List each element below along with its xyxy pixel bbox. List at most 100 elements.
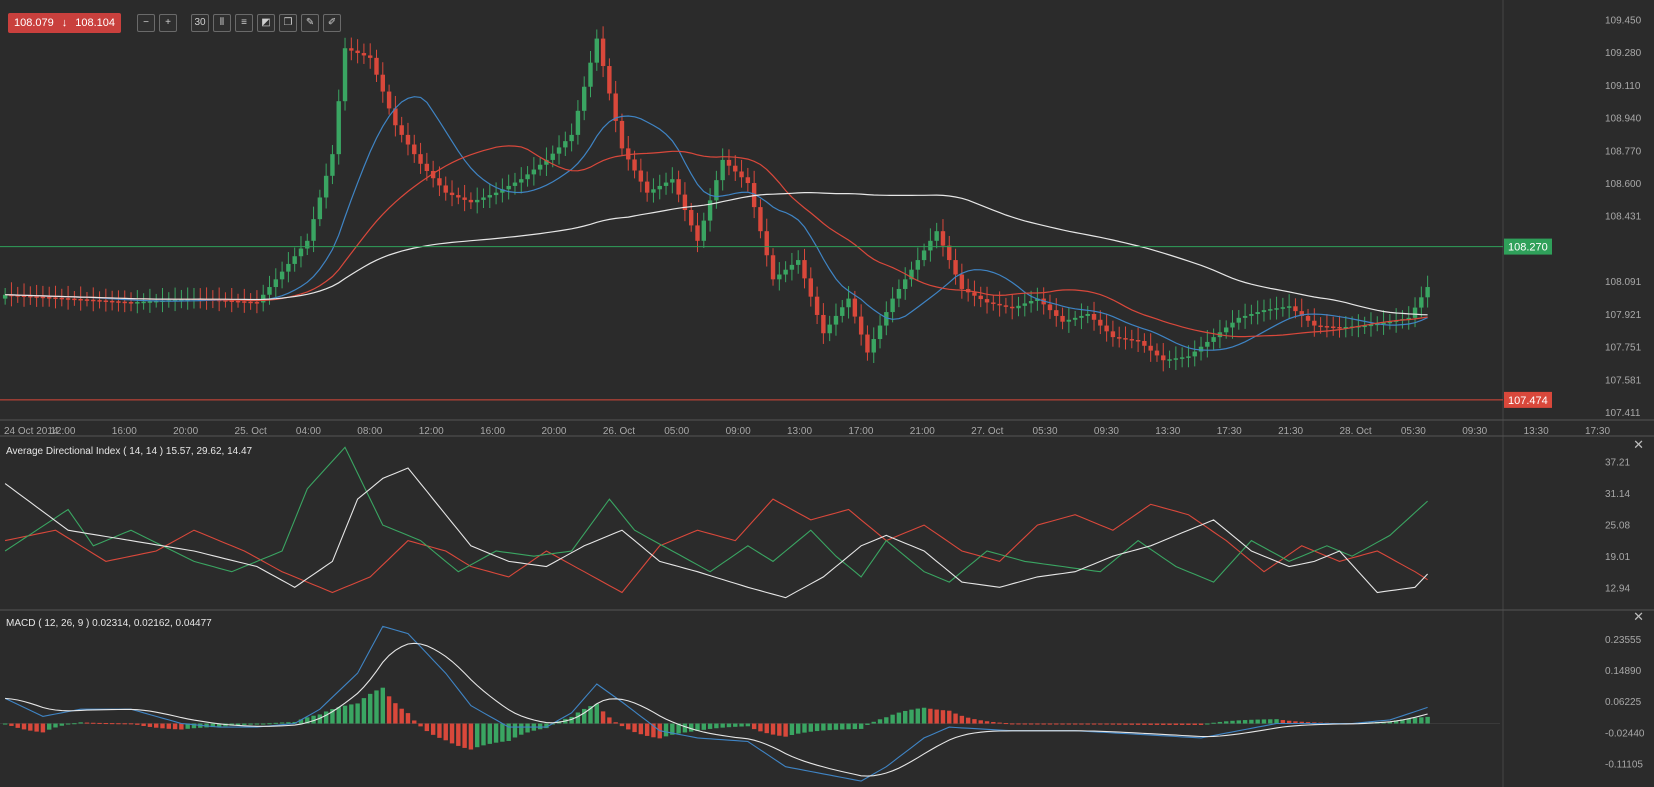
zoom-out-icon[interactable]: − — [137, 14, 156, 32]
macd-histogram-bar — [279, 722, 285, 724]
macd-histogram-bar — [676, 723, 681, 734]
macd-histogram-bar — [720, 723, 725, 728]
candle-body — [1337, 327, 1342, 329]
candle-body — [550, 153, 555, 160]
y-tick-label: 107.581 — [1605, 375, 1642, 386]
candle-body — [1192, 351, 1197, 357]
macd-histogram-bar — [1192, 723, 1197, 725]
close-icon[interactable]: ✕ — [1633, 437, 1644, 452]
candle-body — [235, 300, 241, 303]
y-tick-label: 109.280 — [1605, 48, 1642, 59]
candle-body — [1242, 315, 1248, 318]
candle-body — [651, 189, 656, 193]
candle-body — [978, 295, 983, 300]
macd-histogram-bar — [777, 723, 782, 736]
candle-body — [1387, 321, 1393, 324]
draw-icon[interactable]: ✐ — [323, 14, 342, 32]
macd-histogram-bar — [1135, 723, 1141, 725]
candle-body — [154, 300, 159, 303]
candle-body — [323, 175, 329, 198]
y-tick-label: 108.770 — [1605, 146, 1642, 157]
copy-icon[interactable]: ❐ — [279, 14, 298, 32]
macd-histogram-bar — [638, 723, 644, 735]
y-tick-label: 109.110 — [1605, 81, 1641, 92]
candle-body — [959, 274, 965, 289]
macd-histogram-bar — [109, 723, 115, 725]
candle-body — [242, 301, 247, 303]
macd-histogram-bar — [626, 723, 631, 730]
candle-body — [1343, 327, 1348, 329]
zoom-in-icon[interactable]: + — [159, 14, 178, 32]
close-icon[interactable]: ✕ — [1633, 609, 1644, 624]
macd-histogram-bar — [632, 723, 637, 733]
macd-histogram-bar — [619, 723, 625, 727]
macd-histogram-bar — [116, 723, 121, 725]
candle-body — [821, 314, 826, 334]
x-tick-label: 24 Oct 2014 — [4, 426, 59, 437]
macd-histogram-bar — [644, 723, 650, 736]
macd-histogram-bar — [1205, 723, 1210, 725]
macd-histogram-bar — [512, 723, 518, 738]
candle-body — [814, 296, 820, 315]
candle-body — [361, 53, 367, 56]
timeframe-30-icon[interactable]: 30 — [191, 14, 210, 32]
macd-histogram-bar — [355, 703, 360, 724]
price-quote-badge[interactable]: 108.079 ↓ 108.104 — [8, 13, 122, 33]
candle-body — [984, 299, 990, 303]
macd-histogram-bar — [1425, 716, 1430, 724]
macd-histogram-bar — [418, 723, 423, 727]
macd-histogram-bar — [1085, 723, 1090, 725]
adx-legend: Average Directional Index ( 14, 14 ) 15.… — [6, 446, 255, 457]
macd-histogram-bar — [84, 722, 90, 724]
macd-histogram-bar — [877, 719, 883, 724]
candle-body — [1091, 314, 1097, 320]
candle-body — [15, 295, 20, 297]
candle-body — [676, 179, 681, 195]
x-tick-label: 17:00 — [848, 426, 873, 437]
candle-body — [689, 210, 694, 226]
macd-histogram-bar — [890, 714, 895, 724]
macd-histogram-bar — [72, 723, 77, 725]
macd-histogram-bar — [191, 723, 197, 729]
candle-body — [443, 185, 448, 193]
macd-y-tick-label: 0.23555 — [1605, 635, 1642, 646]
macd-histogram-bar — [1079, 723, 1084, 725]
edit-icon[interactable]: ✎ — [301, 14, 320, 32]
candle-body — [72, 298, 77, 301]
macd-histogram-bar — [449, 723, 455, 744]
macd-histogram-bar — [1261, 719, 1267, 724]
macd-histogram-bar — [305, 717, 310, 724]
candle-body — [1135, 340, 1141, 342]
macd-histogram-bar — [947, 710, 952, 724]
y-tick-label: 108.091 — [1605, 277, 1642, 288]
candle-body — [1123, 338, 1128, 340]
candlestick-icon[interactable]: ⫴ — [213, 14, 232, 32]
macd-histogram-bar — [940, 710, 946, 724]
candle-body — [1381, 322, 1386, 325]
macd-histogram-bar — [959, 715, 965, 724]
macd-histogram-bar — [915, 708, 920, 724]
macd-histogram-bar — [506, 723, 511, 741]
level-price-label: 107.474 — [1508, 395, 1548, 407]
candle-body — [355, 50, 360, 54]
candle-body — [248, 301, 253, 304]
macd-histogram-bar — [871, 721, 876, 724]
candle-body — [147, 301, 153, 303]
macd-histogram-bar — [1198, 723, 1204, 725]
macd-histogram-bar — [588, 706, 593, 724]
x-tick-label: 21:30 — [1278, 426, 1303, 437]
candle-body — [1079, 315, 1084, 318]
macd-histogram-bar — [1230, 720, 1235, 724]
candle-body — [254, 302, 260, 304]
chart-type-icon[interactable]: ◩ — [257, 14, 276, 32]
macd-histogram-bar — [1173, 723, 1179, 725]
indicators-icon[interactable]: ≡ — [235, 14, 254, 32]
macd-histogram-bar — [695, 723, 700, 731]
candle-body — [921, 250, 927, 261]
adx-y-tick-label: 19.01 — [1605, 552, 1630, 563]
macd-histogram-bar — [248, 723, 253, 725]
candle-body — [349, 48, 354, 51]
macd-histogram-bar — [292, 722, 297, 724]
candle-body — [1028, 301, 1034, 304]
